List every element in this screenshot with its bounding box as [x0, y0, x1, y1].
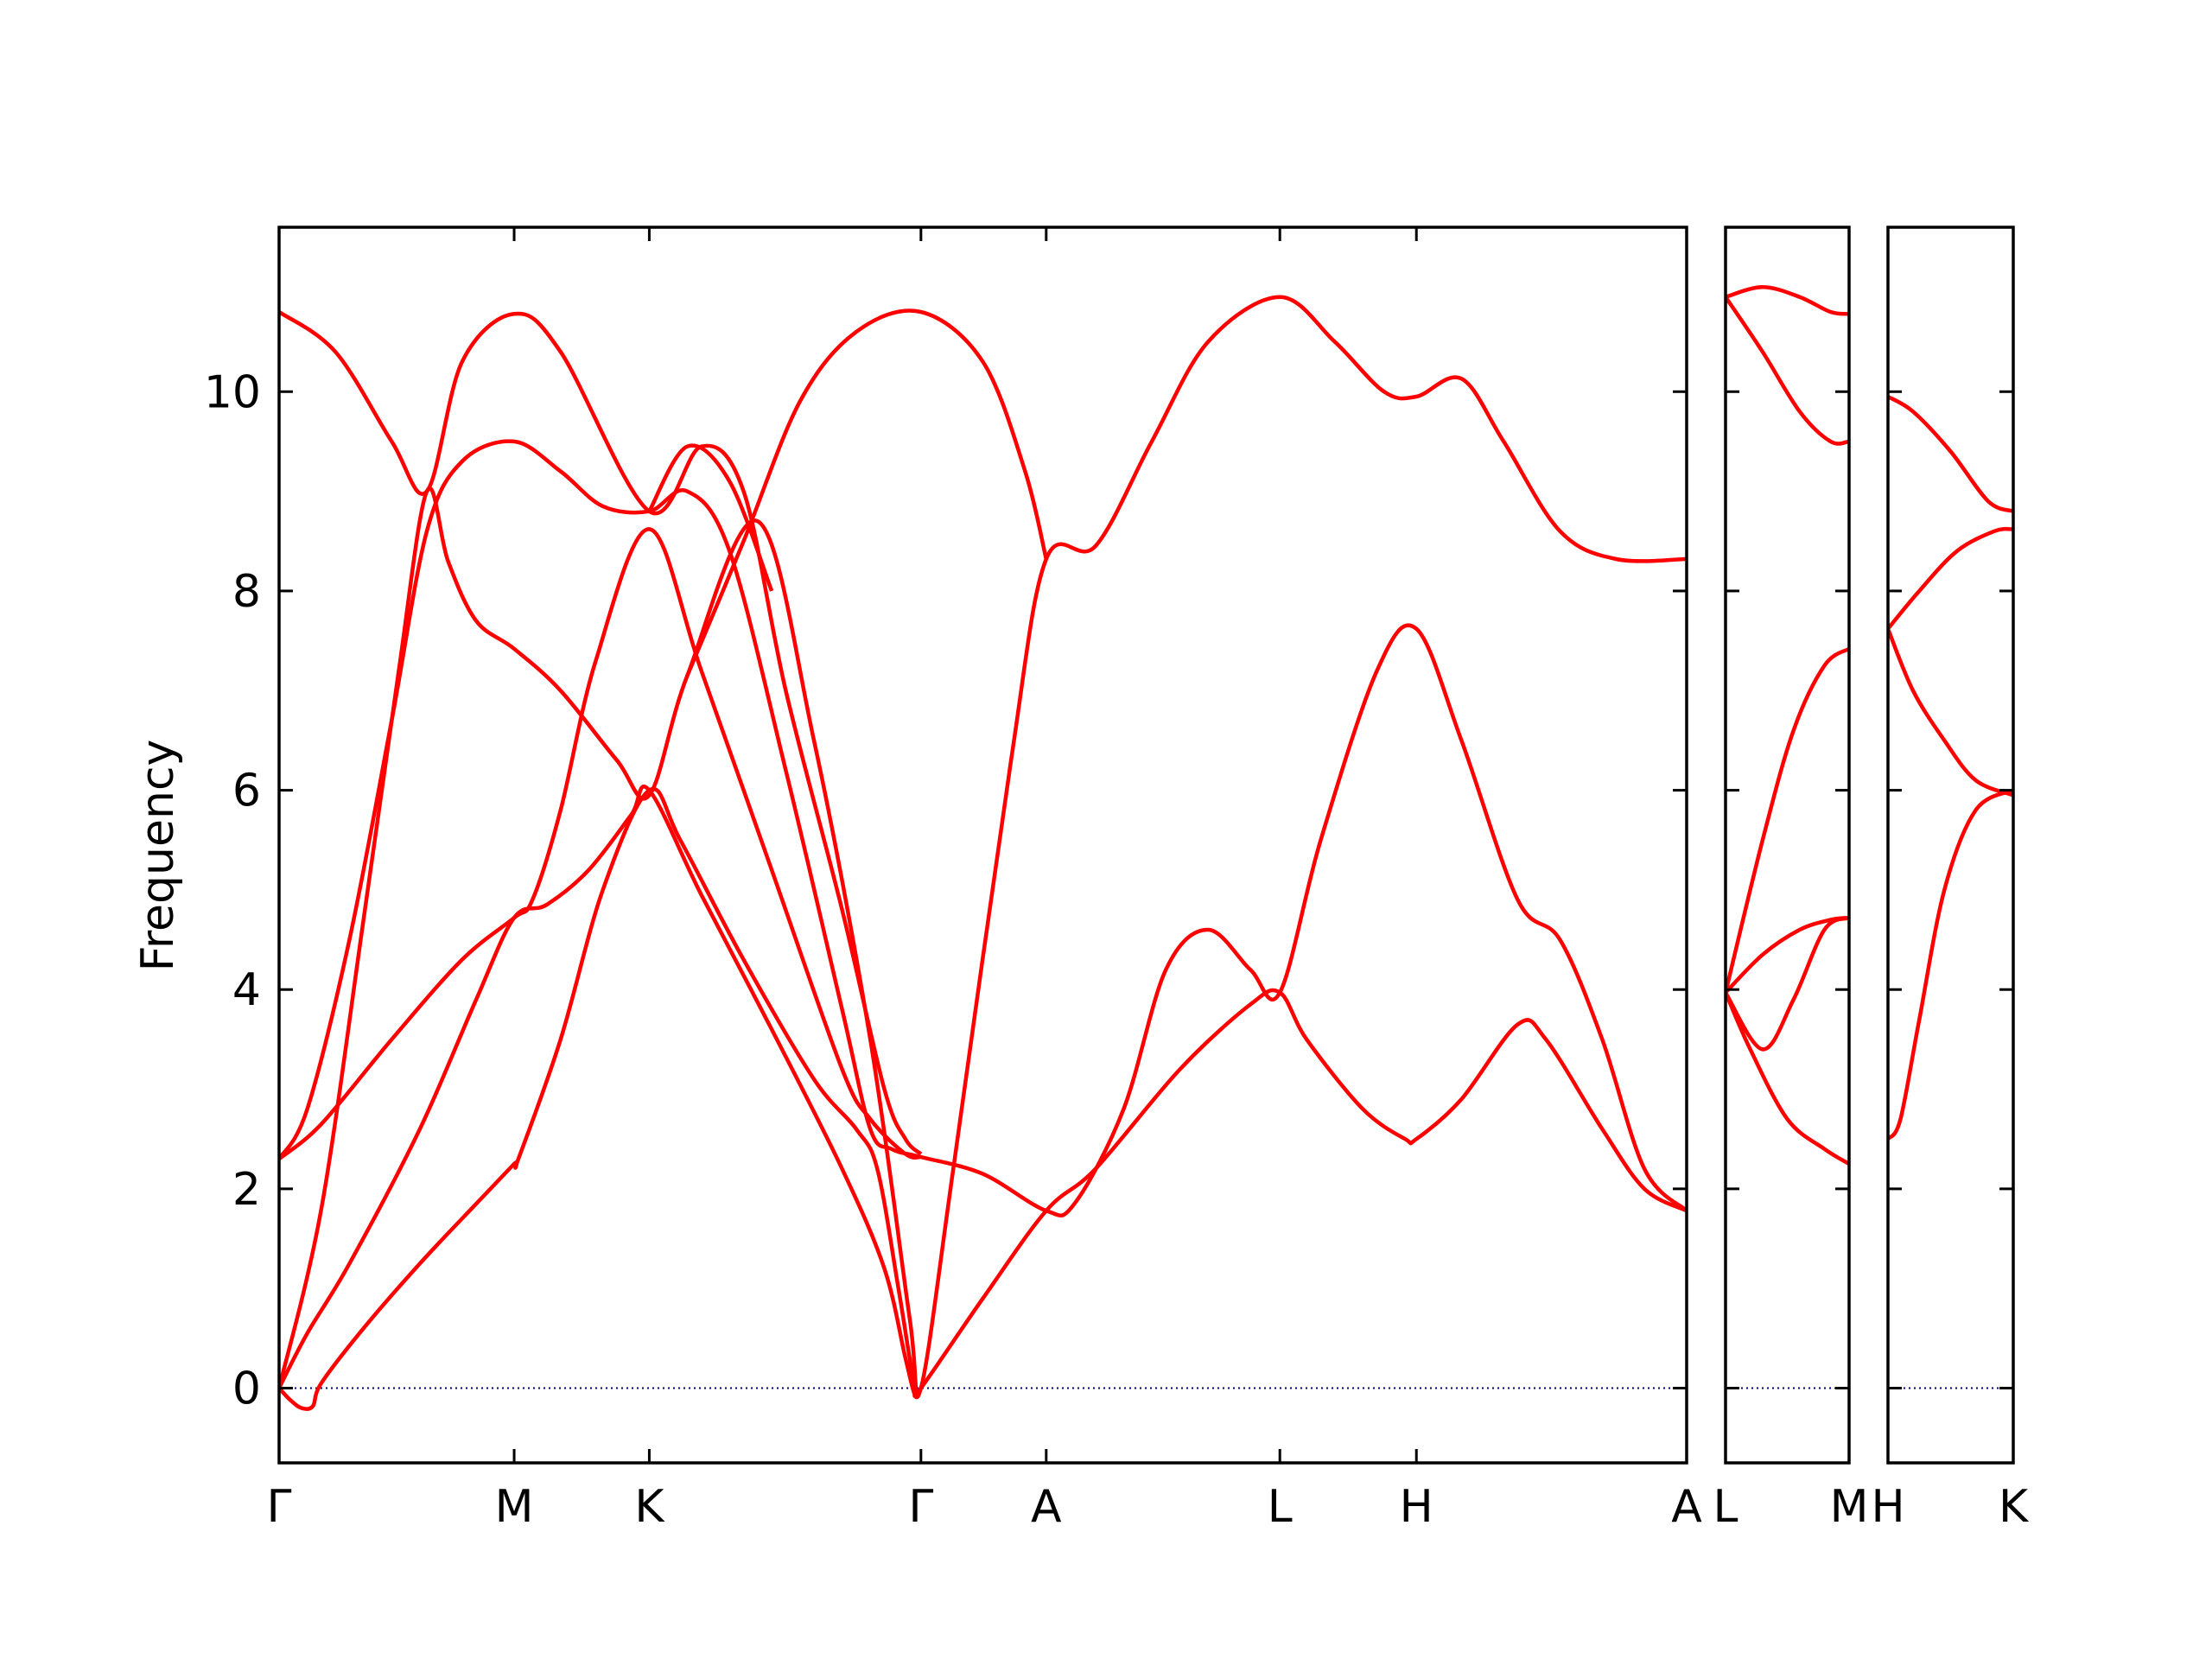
x-tick-label: H: [1400, 1481, 1433, 1533]
band-1: [1726, 991, 1849, 1166]
band-6: [279, 310, 923, 1156]
band-5: [279, 295, 1687, 1399]
band-4: [1726, 646, 1849, 994]
x-tick-label: L: [1268, 1481, 1293, 1533]
band-2: [1888, 627, 2013, 798]
band-2: [279, 784, 923, 1400]
band-7: [647, 443, 774, 592]
band-5: [1726, 296, 1849, 446]
x-tick-label: A: [1671, 1481, 1702, 1533]
x-tick-label: Γ: [267, 1481, 292, 1533]
y-axis-label: Frequency: [132, 740, 184, 972]
band-4: [1888, 395, 2013, 513]
band-4: [279, 439, 1687, 1217]
panel-frame: [1886, 226, 2015, 1465]
bands-group: [1888, 395, 2013, 1141]
x-tick-label: K: [1999, 1481, 2030, 1533]
x-tick-label: H: [1871, 1481, 1904, 1533]
x-tick-label: M: [1830, 1481, 1869, 1533]
band-3: [279, 527, 922, 1161]
x-tick-label: L: [1713, 1481, 1738, 1533]
y-tick-label: 0: [232, 1363, 261, 1415]
y-tick-label: 4: [232, 964, 261, 1016]
bands-group: [279, 295, 1687, 1411]
band-1: [1888, 788, 2013, 1141]
panel-frame: [277, 226, 1688, 1465]
y-tick-label: 10: [204, 366, 261, 418]
x-tick-label: Γ: [908, 1481, 933, 1533]
band-6: [1726, 284, 1849, 316]
band-8: [685, 308, 1048, 677]
band-3: [1888, 526, 2013, 631]
bands-group: [1726, 284, 1849, 1166]
band-1: [279, 786, 1687, 1411]
x-tick-label: M: [495, 1481, 534, 1533]
band-2: [1726, 916, 1849, 1052]
panel-frame: [1724, 226, 1851, 1465]
band-3: [1726, 915, 1849, 995]
y-tick-label: 2: [232, 1164, 261, 1216]
y-tick-label: 6: [232, 766, 261, 817]
x-tick-label: K: [634, 1481, 665, 1533]
x-tick-label: A: [1031, 1481, 1062, 1533]
y-tick-label: 8: [232, 566, 261, 618]
